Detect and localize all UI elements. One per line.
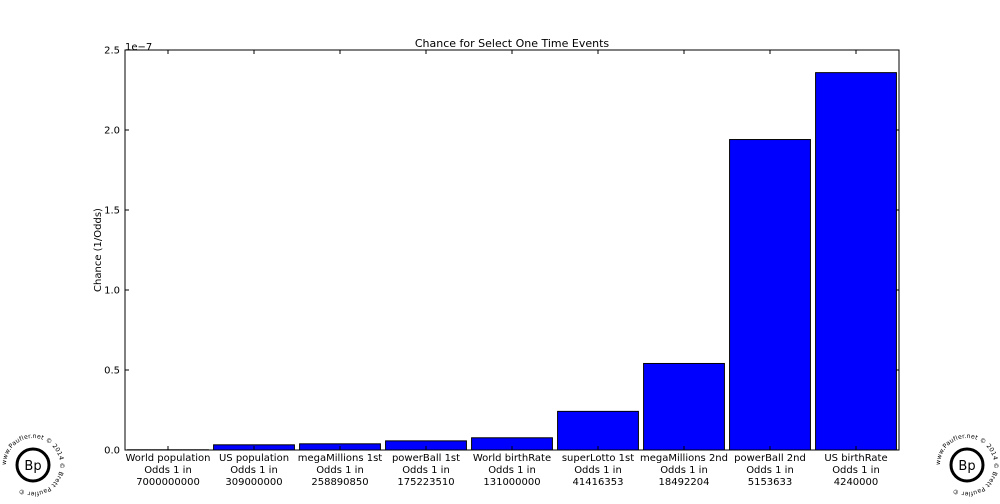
- y-tick-label: 0.0: [104, 446, 120, 457]
- chart-title: Chance for Select One Time Events: [415, 37, 610, 50]
- x-tick-label-line: 7000000000: [136, 477, 200, 488]
- y-axis-label: Chance (1/Odds): [93, 208, 104, 292]
- x-tick-label-line: US population: [219, 453, 289, 464]
- x-tick-label-line: Odds 1 in: [230, 465, 278, 476]
- bars: [128, 50, 897, 450]
- x-tick-label-line: 5153633: [748, 477, 793, 488]
- seal-monogram: Bp: [24, 459, 41, 474]
- x-tick-label-line: 131000000: [483, 477, 540, 488]
- x-tick-label-line: Odds 1 in: [488, 465, 536, 476]
- y-scale-exponent: 1e−7: [125, 42, 152, 53]
- y-tick-label: 1.5: [104, 206, 120, 217]
- x-tick-label-line: Odds 1 in: [316, 465, 364, 476]
- x-tick-label-line: megaMillions 2nd: [640, 453, 728, 464]
- x-tick-label-line: Odds 1 in: [746, 465, 794, 476]
- x-tick-label-line: Odds 1 in: [660, 465, 708, 476]
- watermark-seal-left: www.Paufler.net © 2014 © Brett Paufler ©…: [1, 433, 66, 497]
- x-tick-label-line: 18492204: [659, 477, 710, 488]
- x-tick-label-line: World birthRate: [473, 453, 551, 464]
- x-tick-label-line: Odds 1 in: [574, 465, 622, 476]
- x-tick-label-line: US birthRate: [824, 453, 887, 464]
- x-tick-label-line: Odds 1 in: [402, 465, 450, 476]
- bar: [558, 411, 639, 450]
- y-tick-label: 2.5: [104, 46, 120, 57]
- x-tick-label-line: 4240000: [834, 477, 879, 488]
- bar: [644, 363, 725, 450]
- x-tick-label-line: powerBall 1st: [392, 453, 460, 464]
- x-tick-label-line: 175223510: [397, 477, 454, 488]
- x-tick-label-line: superLotto 1st: [562, 453, 634, 464]
- x-tick-label-line: Odds 1 in: [832, 465, 880, 476]
- x-tick-label-line: Odds 1 in: [144, 465, 192, 476]
- x-tick-label-line: 258890850: [311, 477, 368, 488]
- watermark-seal-right: www.Paufler.net © 2014 © Brett Paufler ©…: [935, 433, 1000, 497]
- x-tick-label-line: 309000000: [225, 477, 282, 488]
- x-tick-label-line: powerBall 2nd: [734, 453, 806, 464]
- y-tick-label: 0.5: [104, 366, 120, 377]
- y-tick-label: 1.0: [104, 286, 120, 297]
- bar: [816, 73, 897, 450]
- x-tick-label-line: World population: [125, 453, 210, 464]
- bar: [730, 140, 811, 450]
- seal-monogram: Bp: [958, 459, 975, 474]
- x-tick-label-line: megaMillions 1st: [298, 453, 383, 464]
- x-tick-label-line: 41416353: [573, 477, 624, 488]
- y-tick-label: 2.0: [104, 126, 120, 137]
